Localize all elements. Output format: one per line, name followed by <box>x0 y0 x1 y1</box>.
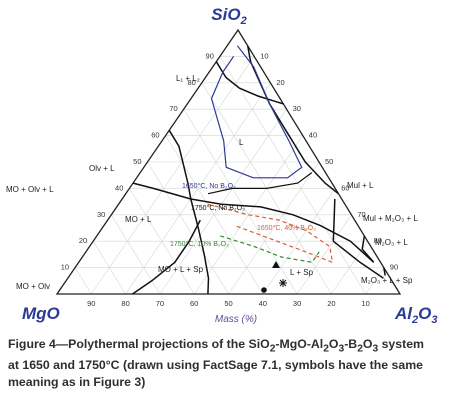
tick-label-bottom: 60 <box>190 299 198 308</box>
tick-label-left: 80 <box>187 78 195 87</box>
tick-label-right: 50 <box>325 157 333 166</box>
phase-field-label: MO + Olv <box>16 282 50 291</box>
phase-field-label: MO + L <box>125 215 152 224</box>
circle-symbol <box>261 287 267 293</box>
isotherm-label: 1650°C, 40% B₂O₃ <box>257 224 316 232</box>
tick-label-left: 70 <box>169 104 177 113</box>
tick-label-left: 50 <box>133 157 141 166</box>
caption-line-3: meaning as in Figure 3) <box>8 375 146 390</box>
grid-line-al2o3 <box>91 56 255 295</box>
isotherm-line <box>220 235 320 263</box>
phase-boundary-line <box>132 182 192 200</box>
phase-boundary-line <box>332 240 384 279</box>
phase-boundary-line <box>383 267 386 276</box>
grid-line-al2o3 <box>262 188 336 295</box>
phase-boundary-line <box>168 129 192 200</box>
caption-line-1: Figure 4—Polythermal projections of the … <box>8 337 424 355</box>
phase-field-label: L₁ + L₂ <box>176 74 200 83</box>
isotherm-label: 1650°C, No B₂O₃ <box>182 182 236 190</box>
phase-boundary-line <box>215 61 284 105</box>
isotherm-curves <box>207 45 334 264</box>
tick-label-left: 90 <box>206 51 214 60</box>
phase-boundary-line <box>132 219 201 295</box>
tick-label-bottom: 40 <box>259 299 267 308</box>
tick-label-bottom: 80 <box>121 299 129 308</box>
phase-boundary-line <box>361 235 375 263</box>
grid-line-mgo <box>183 109 298 295</box>
triangle-frame <box>55 28 402 295</box>
grid-line-al2o3 <box>331 241 368 295</box>
tick-label-right: 40 <box>309 131 317 140</box>
asterisk-symbol <box>279 279 287 287</box>
tick-label-right: 60 <box>341 183 349 192</box>
grid-line-mgo <box>129 188 195 295</box>
caption-line-2: at 1650 and 1750°C (drawn using FactSage… <box>8 358 423 373</box>
phase-boundaries <box>132 45 386 295</box>
data-symbols <box>261 261 287 293</box>
phase-field-label: Mul + L <box>347 181 374 190</box>
apex-label-top: SiO2 <box>211 5 246 27</box>
isotherm-label: 1750°C, 10% B₂O₃ <box>170 240 229 248</box>
isotherm-line <box>207 172 313 195</box>
tick-labels: 90 10 90 80 20 80 70 30 70 60 40 60 50 50 50 40 60 40 30 70… <box>61 51 398 308</box>
tick-label-left: 30 <box>97 210 105 219</box>
tick-label-bottom: 30 <box>293 299 301 308</box>
tick-label-right: 20 <box>276 78 284 87</box>
phase-field-label: Olv + L <box>89 164 115 173</box>
grid-lines <box>55 28 402 295</box>
axis-title: Mass (%) <box>215 314 257 325</box>
tick-label-left: 60 <box>151 131 159 140</box>
phase-field-label: MO + L + Sp <box>158 265 204 274</box>
triangle-symbol <box>272 261 280 268</box>
grid-line-mgo <box>92 241 126 295</box>
phase-field-label: L + Sp <box>290 268 314 277</box>
grid-line-mgo <box>74 267 92 295</box>
tick-label-left: 10 <box>61 263 69 272</box>
grid-line-al2o3 <box>365 267 385 295</box>
phase-field-label: MO + Olv + L <box>6 185 54 194</box>
isotherm-label: 1750°C, No B₂O₃ <box>191 204 245 212</box>
tick-label-bottom: 50 <box>224 299 232 308</box>
tick-label-right: 70 <box>357 210 365 219</box>
isotherm-labels: 1650°C, No B₂O₃ 1750°C, No B₂O₃ 1650°C, 40… <box>170 182 316 248</box>
apex-label-left: MgO <box>22 304 60 323</box>
tick-label-bottom: 90 <box>87 299 95 308</box>
grid-line-al2o3 <box>296 214 352 295</box>
phase-field-label: L <box>239 138 244 147</box>
phase-boundary-line <box>190 198 210 295</box>
grid-line-al2o3 <box>159 109 287 295</box>
tick-label-bottom: 70 <box>156 299 164 308</box>
phase-boundary-line <box>190 198 375 263</box>
phase-field-label: Mul + M₂O₃ + L <box>363 214 418 223</box>
phase-field-label: M₂O₃ + L <box>375 238 408 247</box>
phase-field-labels: L₁ + L₂ L Olv + L MO + Olv + L MO + L MO + L … <box>6 74 418 291</box>
tick-label-bottom: 20 <box>327 299 335 308</box>
isotherm-line <box>210 45 303 179</box>
phase-field-label: M₂O₃ + L + Sp <box>361 276 413 285</box>
tick-label-bottom: 10 <box>362 299 370 308</box>
phase-boundary-line <box>332 198 336 242</box>
tick-label-left: 20 <box>79 236 87 245</box>
grid-line-mgo <box>219 56 366 295</box>
tick-label-right: 30 <box>293 104 301 113</box>
apex-label-right: Al2O3 <box>394 304 437 326</box>
grid-line-mgo <box>147 161 229 295</box>
tick-label-right: 90 <box>390 263 398 272</box>
isotherm-line <box>207 203 334 264</box>
grid-line-al2o3 <box>228 161 320 295</box>
tick-label-left: 40 <box>115 183 123 192</box>
figure-caption: Figure 4—Polythermal projections of the … <box>8 336 466 391</box>
tick-label-right: 80 <box>374 236 382 245</box>
tick-label-right: 10 <box>260 51 268 60</box>
